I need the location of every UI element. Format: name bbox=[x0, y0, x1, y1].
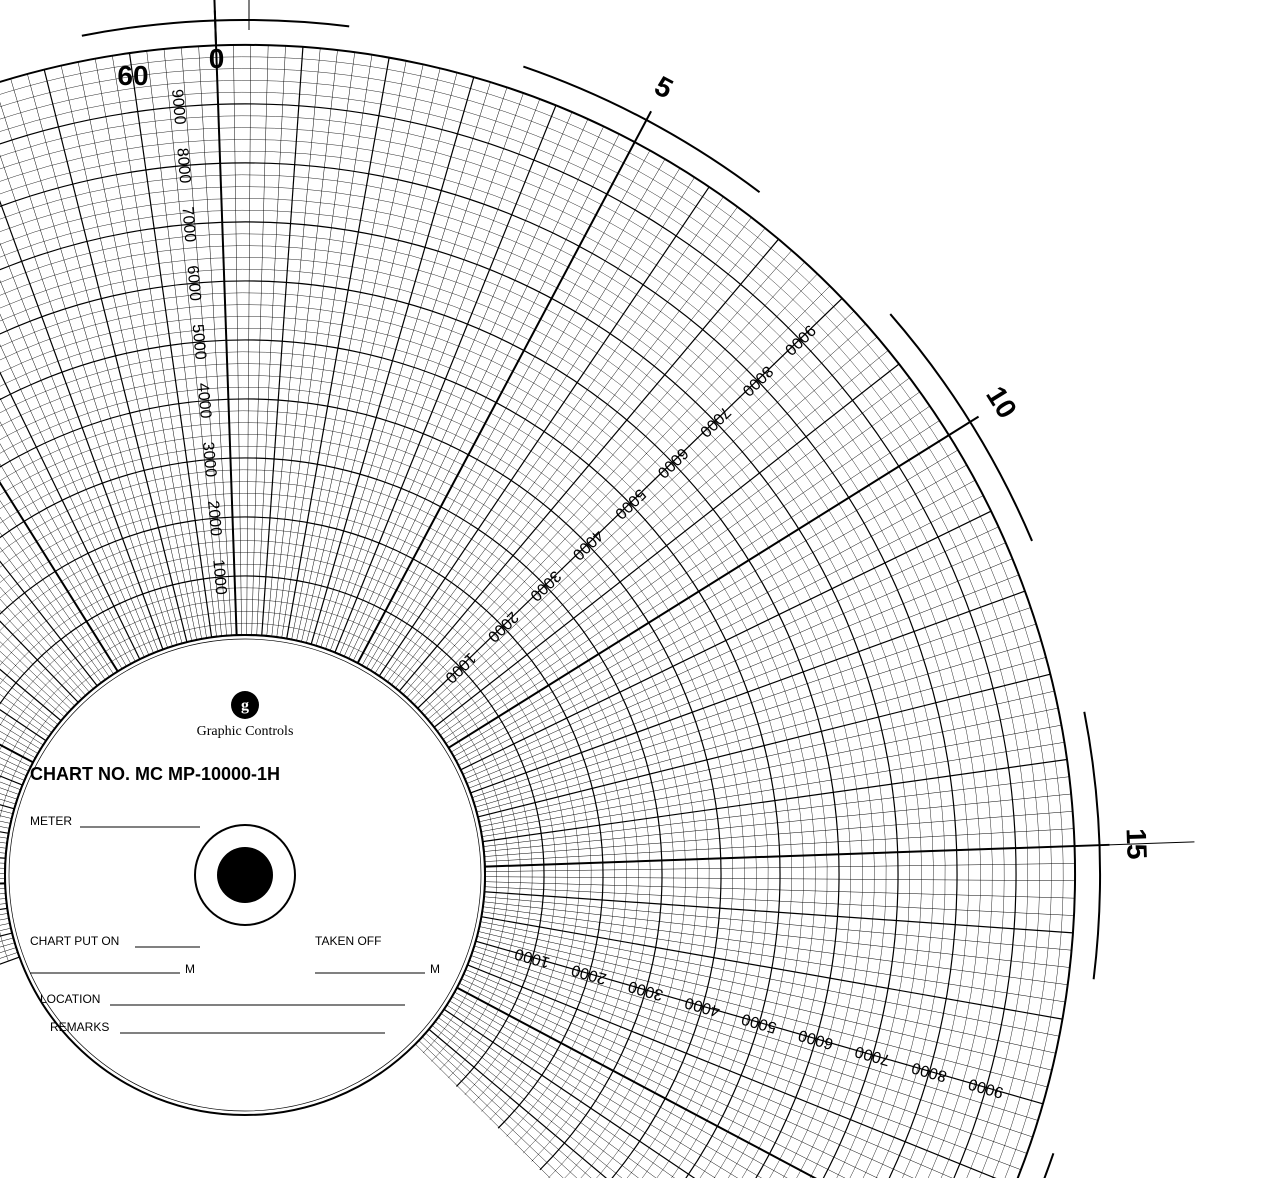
radial-scale-label: 9000 bbox=[168, 88, 188, 125]
chart-number-label: CHART NO. MC MP-10000-1H bbox=[30, 764, 280, 784]
radial-scale-label: 8000 bbox=[173, 147, 193, 184]
circular-chart: 6005101510002000300040005000600070008000… bbox=[0, 0, 1280, 1178]
location-label: LOCATION bbox=[40, 992, 100, 1006]
m-suffix-2: M bbox=[430, 962, 440, 976]
radial-scale-label: 4000 bbox=[194, 382, 214, 419]
radial-scale-label: 1000 bbox=[209, 559, 229, 596]
radial-scale-label: 6000 bbox=[183, 265, 203, 302]
radial-scale-label: 7000 bbox=[178, 206, 198, 243]
brand-label: Graphic Controls bbox=[197, 724, 294, 739]
radial-scale-label: 3000 bbox=[199, 441, 219, 478]
radial-scale-label: 2000 bbox=[204, 500, 224, 537]
put-on-label: CHART PUT ON bbox=[30, 934, 119, 948]
meter-label: METER bbox=[30, 814, 72, 828]
svg-text:g: g bbox=[241, 697, 249, 714]
taken-off-label: TAKEN OFF bbox=[315, 934, 381, 948]
time-label: 60 bbox=[117, 60, 148, 91]
radial-scale-label: 5000 bbox=[189, 324, 209, 361]
remarks-label: REMARKS bbox=[50, 1020, 109, 1034]
time-label: 0 bbox=[209, 43, 225, 74]
m-suffix-1: M bbox=[185, 962, 195, 976]
